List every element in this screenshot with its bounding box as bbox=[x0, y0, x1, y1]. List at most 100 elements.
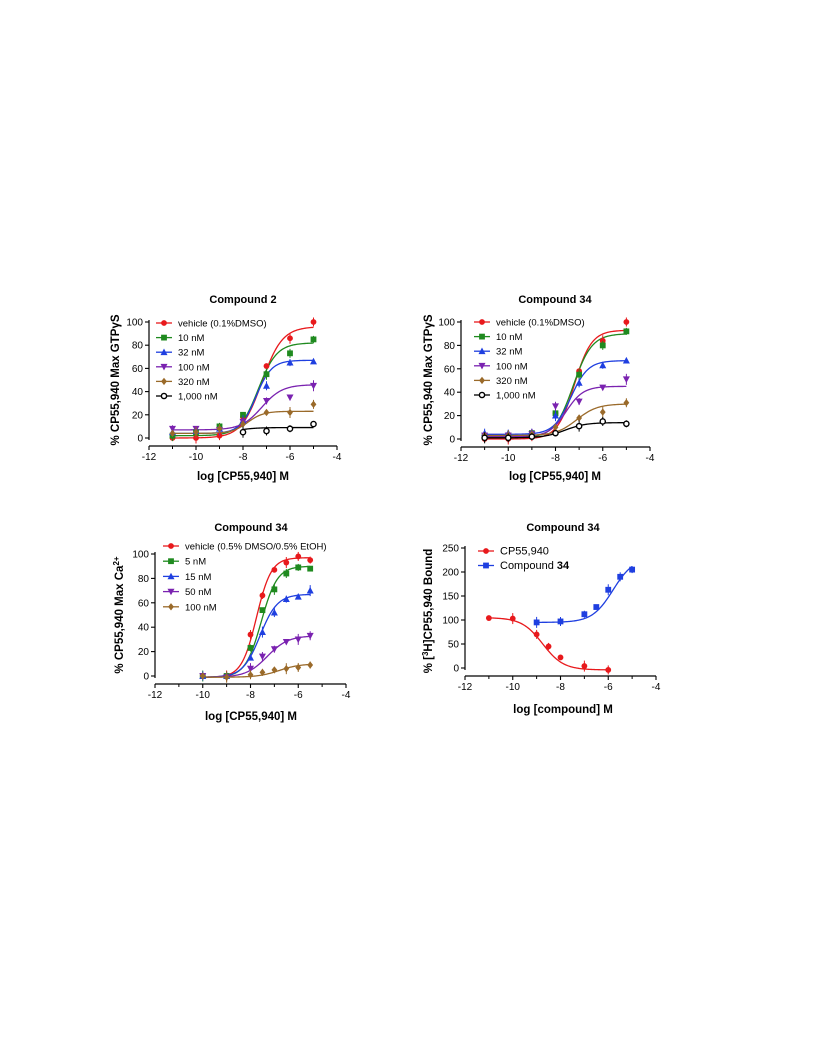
legend-marker bbox=[168, 543, 174, 549]
data-point bbox=[263, 408, 270, 417]
chart-title: Compound 2 bbox=[209, 294, 276, 306]
chart-panel-compound-34-binding: Compound 34 % [3H]CP55,940 Bound log [co… bbox=[421, 522, 661, 716]
data-point bbox=[263, 382, 270, 389]
data-point bbox=[552, 403, 559, 410]
legend-label: 320 nM bbox=[178, 377, 210, 388]
data-point bbox=[259, 668, 266, 677]
data-point bbox=[599, 384, 607, 392]
data-point bbox=[622, 356, 630, 364]
x-tick-label: -8 bbox=[246, 690, 255, 701]
data-point bbox=[593, 604, 600, 610]
data-point bbox=[306, 586, 314, 594]
y-tick-label: 40 bbox=[444, 388, 456, 399]
y-tick-label: 80 bbox=[132, 341, 144, 352]
x-tick-label: -10 bbox=[196, 690, 211, 701]
legend-marker bbox=[160, 392, 168, 400]
data-point bbox=[575, 398, 583, 406]
data-point bbox=[247, 645, 254, 651]
data-point bbox=[295, 663, 302, 672]
data-point bbox=[270, 646, 278, 653]
y-tick-label: 20 bbox=[444, 411, 456, 422]
data-point bbox=[216, 432, 223, 439]
data-point bbox=[294, 636, 302, 644]
y-tick-label: 0 bbox=[449, 435, 455, 446]
fit-curve-5 bbox=[242, 426, 314, 431]
data-point bbox=[294, 593, 302, 600]
fit-curve-0 bbox=[488, 617, 609, 671]
data-point bbox=[599, 408, 606, 416]
data-point bbox=[223, 673, 230, 681]
y-tick-label: 60 bbox=[138, 598, 150, 609]
legend-marker bbox=[478, 347, 486, 355]
data-point bbox=[169, 425, 176, 433]
legend-marker bbox=[168, 603, 174, 611]
data-point bbox=[247, 631, 254, 638]
y-axis-label: % CP55,940 Max GTPγS bbox=[423, 314, 435, 445]
x-tick-label: -10 bbox=[501, 453, 516, 464]
data-point bbox=[575, 379, 583, 386]
y-tick-label: 150 bbox=[442, 592, 459, 603]
data-point bbox=[263, 397, 270, 405]
chart-panel-compound-34-gtpgs: Compound 34 % CP55,940 Max GTPγS log [CP… bbox=[423, 294, 655, 483]
data-point bbox=[258, 653, 266, 661]
chart-title: Compound 34 bbox=[518, 294, 592, 306]
legend-marker bbox=[160, 363, 168, 371]
y-tick-label: 0 bbox=[453, 664, 459, 675]
data-point bbox=[552, 423, 559, 431]
data-point bbox=[259, 592, 266, 599]
data-point bbox=[310, 382, 317, 390]
legend-label: 100 nM bbox=[178, 362, 210, 373]
x-tick-label: -4 bbox=[646, 453, 655, 464]
data-point bbox=[247, 665, 254, 673]
data-point bbox=[283, 559, 290, 566]
data-point bbox=[283, 570, 290, 577]
x-tick-label: -12 bbox=[458, 682, 473, 693]
plot-area: 0 20 40 60 80 100 -12 -10 -8 -6 -4 vehicle (0.1%DMS… bbox=[438, 317, 655, 464]
y-axis-label: % [3H]CP55,940 Bound bbox=[421, 549, 436, 674]
y-tick-label: 80 bbox=[138, 574, 150, 585]
data-point bbox=[240, 411, 246, 418]
data-point bbox=[282, 638, 290, 646]
data-point bbox=[283, 664, 290, 673]
x-axis-label: log [compound] M bbox=[513, 704, 613, 716]
y-tick-label: 40 bbox=[132, 387, 144, 398]
data-point bbox=[239, 428, 247, 436]
legend-marker bbox=[161, 377, 167, 386]
data-point bbox=[310, 319, 317, 325]
plot-area: 0 50 100 150 200 250 -12 -10 -8 -6 -4 CP55,940 Compo… bbox=[442, 544, 661, 694]
data-point bbox=[263, 371, 270, 378]
data-point bbox=[504, 434, 512, 442]
data-point bbox=[307, 565, 314, 572]
data-point bbox=[310, 336, 317, 343]
legend-label: 32 nM bbox=[496, 347, 522, 358]
legend-marker bbox=[167, 572, 175, 580]
legend-label: 100 nM bbox=[185, 602, 217, 613]
data-point bbox=[169, 429, 176, 438]
legend-marker bbox=[478, 391, 486, 399]
legend-label: 32 nM bbox=[178, 348, 204, 359]
data-point bbox=[199, 672, 206, 680]
legend-marker bbox=[479, 333, 485, 340]
data-point bbox=[295, 553, 302, 560]
y-tick-label: 50 bbox=[448, 640, 460, 651]
fit-curve-1 bbox=[536, 565, 633, 624]
legend-label: vehicle (0.1%DMSO) bbox=[178, 319, 267, 330]
data-point bbox=[605, 667, 612, 673]
data-point bbox=[310, 400, 317, 409]
data-point bbox=[581, 611, 588, 618]
y-tick-label: 100 bbox=[132, 550, 149, 561]
y-axis-label: % CP55,940 Max Ca2+ bbox=[112, 556, 127, 673]
legend-label: vehicle (0.5% DMSO/0.5% EtOH) bbox=[185, 542, 327, 553]
data-point bbox=[528, 433, 536, 440]
data-point bbox=[295, 564, 302, 571]
legend-marker bbox=[161, 334, 167, 341]
fit-curve-3 bbox=[202, 635, 311, 678]
fit-curve-0 bbox=[202, 557, 311, 678]
x-tick-label: -4 bbox=[652, 682, 661, 693]
data-point bbox=[287, 350, 293, 357]
x-tick-label: -6 bbox=[294, 690, 303, 701]
data-point bbox=[599, 342, 606, 349]
data-point bbox=[623, 420, 630, 428]
data-point bbox=[552, 429, 559, 437]
